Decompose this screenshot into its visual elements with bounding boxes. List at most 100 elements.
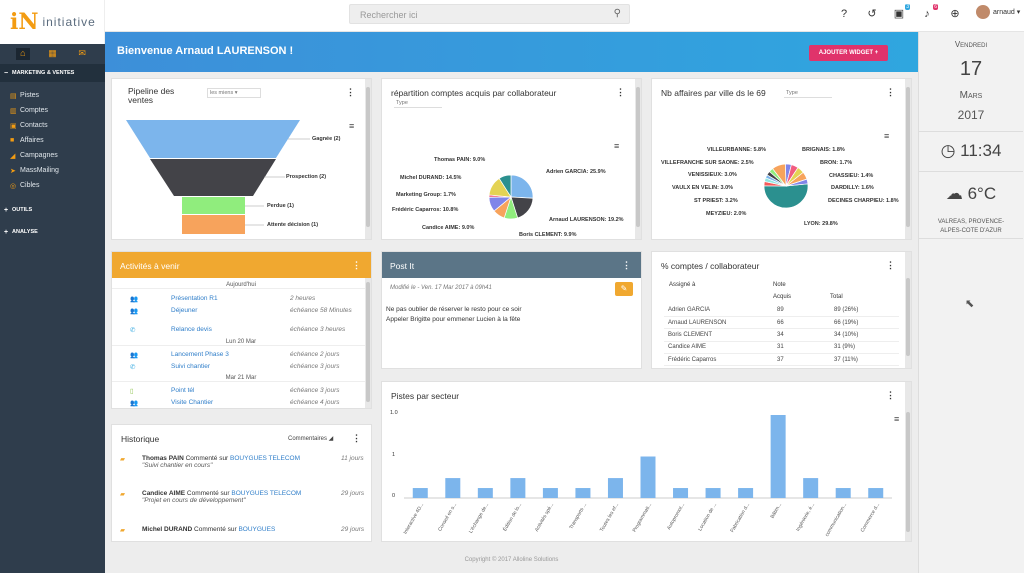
- sidebar-item-pistes[interactable]: ▤ Pistes: [10, 92, 40, 100]
- history-entry[interactable]: ▰ Candice AIME Commenté sur BOUYGUES TEL…: [120, 490, 365, 504]
- mail-icon[interactable]: ✉: [78, 48, 86, 58]
- pie-slice[interactable]: [498, 174, 512, 199]
- day-header: Aujourd'hui: [112, 282, 370, 289]
- sidebar-item-massmailing[interactable]: ➤ MassMailing: [10, 167, 59, 175]
- funnel-stage-gagnee[interactable]: [126, 120, 300, 158]
- logo[interactable]: iN initiative: [0, 0, 105, 44]
- funnel-label: Prospection (2): [286, 174, 327, 180]
- funnel-chart: [126, 120, 310, 234]
- widget-title: Nb affaires par ville ds le 69: [661, 88, 766, 98]
- table-row[interactable]: Adrien GARCIA 89 89 (26%): [664, 304, 899, 317]
- bar[interactable]: [803, 478, 819, 498]
- home-icon[interactable]: ⌂: [15, 48, 30, 60]
- scrollbar[interactable]: [905, 79, 911, 239]
- bar[interactable]: [575, 488, 591, 498]
- tasks-icon[interactable]: ▣ 3: [893, 4, 910, 20]
- sidebar-item-campagnes[interactable]: ◢ Campagnes: [10, 152, 58, 160]
- search-input[interactable]: Rechercher ici ⚲: [349, 4, 630, 24]
- more-icon[interactable]: ⋮: [886, 87, 895, 97]
- add-icon[interactable]: ⊕: [950, 8, 960, 20]
- activity-row[interactable]: ✆ Suivi chantier échéance 3 jours: [130, 363, 340, 371]
- bar[interactable]: [607, 478, 623, 498]
- bar[interactable]: [640, 456, 656, 499]
- history-filter[interactable]: Commentaires ◢: [288, 436, 334, 442]
- chart-menu-icon[interactable]: ≡: [894, 414, 900, 424]
- calendar-icon[interactable]: ▦: [48, 48, 57, 58]
- scrollbar[interactable]: [365, 278, 371, 408]
- scrollbar[interactable]: [905, 252, 911, 368]
- nav-section-marketing[interactable]: − MARKETING & VENTES: [0, 64, 105, 82]
- table-row[interactable]: Boris CLEMENT 34 34 (10%): [664, 328, 899, 342]
- bar[interactable]: [412, 488, 428, 498]
- pipeline-filter[interactable]: les miens ▾: [207, 88, 261, 98]
- more-icon[interactable]: ⋮: [352, 260, 361, 270]
- sidebar-item-affaires[interactable]: ■ Affaires: [10, 137, 44, 144]
- column-header: Note: [773, 282, 786, 288]
- activity-row[interactable]: 👥 Déjeuner échéance 58 Minutes: [130, 307, 352, 315]
- table-row[interactable]: Frédéric Caparros 37 37 (11%): [664, 353, 899, 367]
- bar[interactable]: [770, 415, 786, 498]
- bar[interactable]: [705, 488, 721, 498]
- activity-row[interactable]: ✆ Relance devis échéance 3 heures: [130, 326, 346, 334]
- more-icon[interactable]: ⋮: [616, 87, 625, 97]
- bar[interactable]: [738, 488, 754, 498]
- sidebar-item-comptes[interactable]: ▥ Comptes: [10, 107, 49, 115]
- funnel-stage-attente[interactable]: [182, 215, 245, 234]
- table-row[interactable]: Candice AIME 31 31 (9%): [664, 341, 899, 355]
- activity-row[interactable]: ▯ Point tél échéance 3 jours: [130, 387, 340, 395]
- widget-title: Pipeline des ventes: [128, 86, 175, 105]
- bar[interactable]: [510, 478, 526, 498]
- sidebar-item-cibles[interactable]: ◎ Cibles: [10, 182, 40, 190]
- clock-icon: ◷: [940, 141, 956, 160]
- bar[interactable]: [445, 478, 461, 498]
- activity-row[interactable]: 👥 Présentation R1 2 heures: [130, 295, 316, 303]
- table-row[interactable]: Arnaud LAURENSON 66 66 (19%): [664, 316, 899, 330]
- avatar[interactable]: [976, 5, 990, 19]
- funnel-label: Attente décision (1): [267, 222, 319, 228]
- history-entry[interactable]: ▰ Thomas PAIN Commenté sur BOUYGUES TELE…: [120, 455, 364, 469]
- bar[interactable]: [835, 488, 851, 498]
- edit-button[interactable]: ✎: [615, 282, 633, 296]
- modified-date: Modifié le - Ven. 17 Mar 2017 à 09h41: [390, 285, 492, 291]
- funnel-stage-perdue[interactable]: [182, 197, 245, 214]
- more-icon[interactable]: ⋮: [622, 260, 631, 270]
- bar[interactable]: [477, 488, 493, 498]
- help-icon[interactable]: ?: [840, 8, 848, 20]
- more-icon[interactable]: ⋮: [886, 390, 895, 400]
- pie-slice[interactable]: [785, 178, 809, 187]
- widget-header: Post It: [382, 252, 641, 278]
- chart-menu-icon[interactable]: ≡: [614, 141, 620, 151]
- y-tick: 1: [392, 452, 396, 458]
- type-select[interactable]: Type: [784, 89, 832, 98]
- bar[interactable]: [868, 488, 884, 498]
- more-icon[interactable]: ⋮: [886, 260, 895, 270]
- funnel-stage-prospection[interactable]: [150, 159, 276, 196]
- user-menu[interactable]: arnaud ▾: [993, 9, 1021, 16]
- history-icon[interactable]: ↺: [867, 8, 877, 20]
- type-select[interactable]: Type: [394, 99, 442, 108]
- more-icon[interactable]: ⋮: [352, 433, 361, 443]
- nav-section-outils[interactable]: + OUTILS: [4, 206, 33, 214]
- pie-label: Thomas PAIN: 9.0%: [434, 157, 486, 163]
- pie-slice[interactable]: [763, 183, 809, 209]
- history-entry[interactable]: ▰ Michel DURAND Commenté sur BOUYGUES 29…: [120, 526, 365, 534]
- bar[interactable]: [673, 488, 689, 498]
- scrollbar[interactable]: [905, 382, 911, 541]
- more-icon[interactable]: ⋮: [346, 87, 355, 97]
- column-header: Total: [830, 294, 843, 300]
- scrollbar[interactable]: [365, 79, 371, 239]
- scrollbar[interactable]: [635, 79, 641, 239]
- comptes-widget: % comptes / collaborateur ⋮ Assigné à No…: [651, 251, 912, 369]
- activity-row[interactable]: 👥 Visite Chantier échéance 4 jours: [130, 399, 340, 407]
- chart-menu-icon[interactable]: ≡: [349, 121, 355, 131]
- nav-section-analyse[interactable]: + ANALYSE: [4, 228, 38, 236]
- widget-title: Post It: [390, 261, 415, 271]
- chart-menu-icon[interactable]: ≡: [884, 131, 890, 141]
- activity-row[interactable]: 👥 Lancement Phase 3 échéance 2 jours: [130, 351, 340, 359]
- sidebar-item-contacts[interactable]: ▣ Contacts: [10, 122, 48, 130]
- bar[interactable]: [542, 488, 558, 498]
- bell-icon[interactable]: ♪ 6: [924, 4, 938, 20]
- add-widget-button[interactable]: AJOUTER WIDGET +: [809, 45, 888, 61]
- search-icon[interactable]: ⚲: [613, 8, 621, 19]
- pie-slice[interactable]: [510, 174, 534, 199]
